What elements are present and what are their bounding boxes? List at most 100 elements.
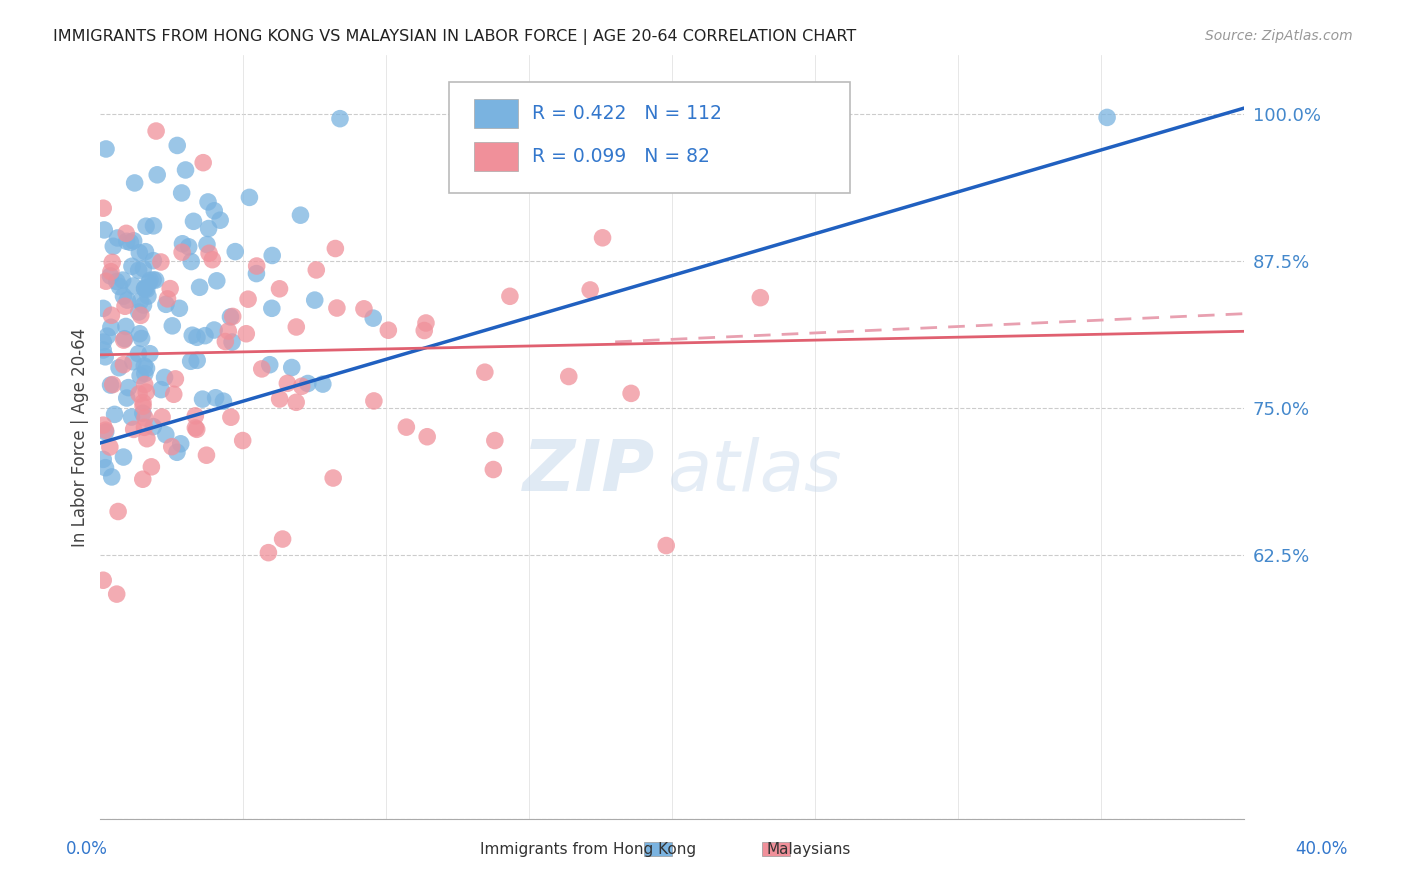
Point — [105, 275, 128, 289]
Point — [128, 326, 150, 341]
Point — [214, 334, 236, 349]
Point — [246, 259, 269, 273]
Point — [413, 324, 436, 338]
Point — [285, 395, 308, 409]
Point — [103, 239, 125, 253]
Point — [395, 420, 418, 434]
Point — [91, 201, 114, 215]
Point — [655, 539, 678, 553]
Text: 40.0%: 40.0% — [1295, 840, 1348, 858]
Point — [165, 372, 187, 386]
Point — [115, 319, 138, 334]
Point — [150, 410, 173, 425]
Point — [135, 432, 157, 446]
Point — [127, 347, 149, 361]
Point — [224, 244, 246, 259]
Point — [238, 190, 260, 204]
Point — [135, 385, 157, 400]
Point — [202, 203, 225, 218]
Point — [139, 347, 162, 361]
Point — [100, 268, 122, 283]
Point — [219, 410, 242, 425]
Point — [329, 112, 352, 126]
Point — [269, 282, 291, 296]
Point — [91, 452, 114, 467]
Point — [112, 450, 135, 464]
Point — [269, 392, 291, 406]
Point — [145, 124, 167, 138]
Point — [191, 392, 214, 406]
Point — [415, 316, 437, 330]
Point — [139, 273, 162, 287]
Point — [128, 387, 150, 401]
Point — [159, 282, 181, 296]
Point — [749, 291, 772, 305]
Point — [96, 329, 118, 343]
Point — [134, 377, 156, 392]
Point — [142, 219, 165, 233]
Point — [122, 234, 145, 248]
Text: Malaysians: Malaysians — [766, 842, 851, 856]
Bar — [474, 142, 517, 170]
FancyBboxPatch shape — [450, 82, 849, 193]
Point — [212, 394, 235, 409]
Point — [193, 155, 215, 169]
Text: R = 0.099   N = 82: R = 0.099 N = 82 — [531, 146, 710, 166]
Point — [111, 273, 134, 287]
Point — [131, 331, 153, 345]
Point — [236, 292, 259, 306]
Point — [132, 399, 155, 413]
Point — [170, 437, 193, 451]
Point — [129, 294, 152, 309]
Point — [134, 282, 156, 296]
Point — [304, 293, 326, 307]
Point — [305, 263, 328, 277]
Point — [128, 245, 150, 260]
Point — [117, 293, 139, 307]
Point — [91, 334, 114, 349]
Point — [184, 421, 207, 435]
Point — [114, 332, 136, 346]
Text: atlas: atlas — [666, 437, 841, 506]
Point — [135, 219, 157, 234]
Text: ZIP: ZIP — [523, 437, 655, 506]
Point — [170, 186, 193, 200]
Point — [115, 235, 138, 249]
Point — [112, 358, 135, 372]
Bar — [644, 842, 672, 856]
Point — [177, 240, 200, 254]
Point — [91, 343, 114, 357]
Point — [290, 208, 312, 222]
Point — [100, 470, 122, 484]
Point — [156, 292, 179, 306]
Point — [108, 279, 131, 293]
Point — [325, 242, 347, 256]
Point — [180, 354, 202, 368]
Point — [94, 425, 117, 439]
Point — [172, 236, 194, 251]
Point — [1095, 111, 1118, 125]
Point — [145, 273, 167, 287]
Point — [155, 427, 177, 442]
Point — [129, 368, 152, 383]
Point — [217, 324, 239, 338]
Point — [377, 323, 399, 337]
Point — [93, 223, 115, 237]
Point — [122, 355, 145, 369]
Point — [198, 246, 221, 260]
Point — [107, 504, 129, 518]
Text: Source: ZipAtlas.com: Source: ZipAtlas.com — [1205, 29, 1353, 43]
Point — [363, 393, 385, 408]
Point — [183, 214, 205, 228]
Point — [122, 279, 145, 293]
Point — [134, 367, 156, 381]
Point — [94, 350, 117, 364]
Point — [103, 408, 125, 422]
Point — [132, 261, 155, 276]
Point — [474, 365, 496, 379]
Y-axis label: In Labor Force | Age 20-64: In Labor Force | Age 20-64 — [72, 327, 89, 547]
Point — [186, 422, 208, 436]
Point — [326, 301, 349, 315]
Point — [202, 323, 225, 337]
Text: 0.0%: 0.0% — [66, 840, 108, 858]
